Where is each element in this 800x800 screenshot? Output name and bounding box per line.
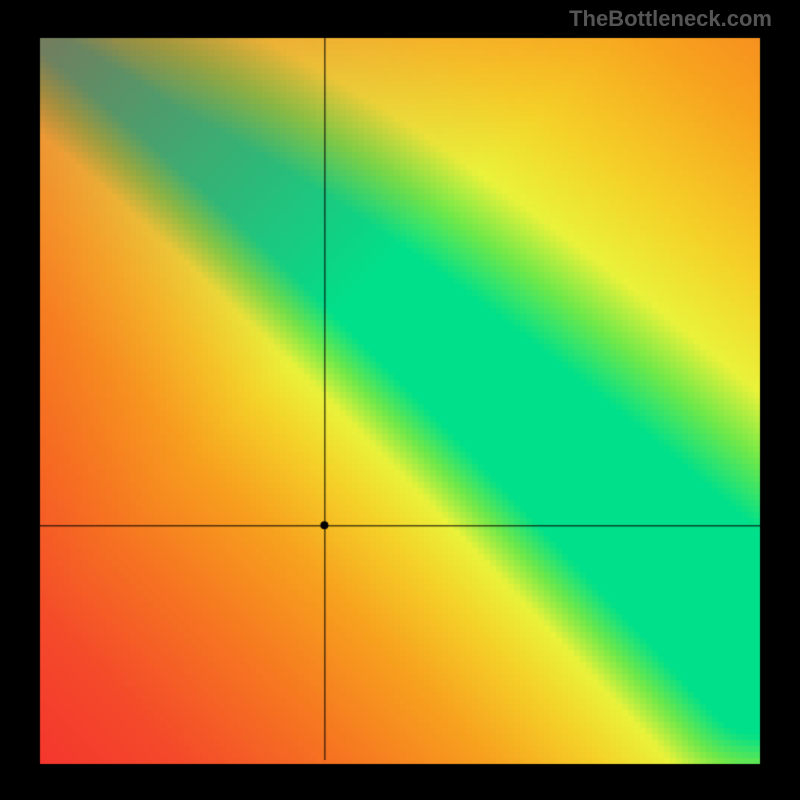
chart-container: TheBottleneck.com [0, 0, 800, 800]
watermark-text: TheBottleneck.com [569, 6, 772, 32]
bottleneck-heatmap [0, 0, 800, 800]
